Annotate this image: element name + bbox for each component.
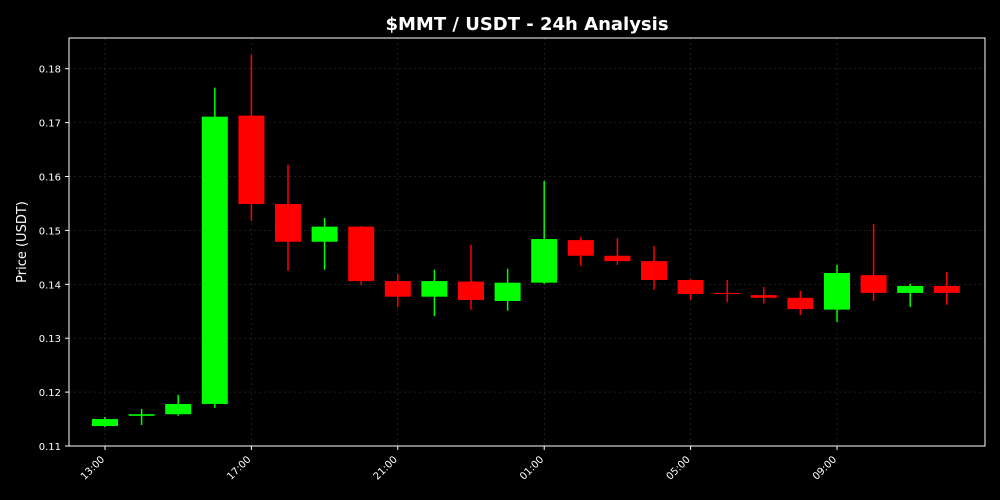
y-tick-label: 0.14 <box>39 280 61 291</box>
y-tick-label: 0.11 <box>39 442 61 453</box>
candle-body <box>311 226 338 242</box>
x-tick-label: 01:00 <box>518 454 546 482</box>
candle-body <box>128 414 155 416</box>
candle-body <box>787 297 814 310</box>
candle-body <box>933 285 960 293</box>
candle-body <box>165 403 192 415</box>
candle-body <box>897 285 924 293</box>
candle-body <box>275 204 301 242</box>
candle-body <box>421 281 448 297</box>
candle-body <box>201 116 228 404</box>
candle-body <box>494 282 521 302</box>
y-tick-label: 0.13 <box>39 334 61 345</box>
candle-body <box>860 275 887 293</box>
candle-body <box>348 226 375 282</box>
candle-body <box>641 261 667 280</box>
candle-body <box>92 419 118 427</box>
y-tick-label: 0.12 <box>39 388 61 399</box>
candle-body <box>677 279 704 295</box>
candle-body <box>531 239 558 283</box>
y-tick-label: 0.17 <box>39 119 61 130</box>
candle-body <box>238 115 265 205</box>
plot-frame <box>68 37 986 447</box>
y-tick-label: 0.15 <box>39 226 61 237</box>
candle-body <box>604 255 631 262</box>
x-tick-label: 21:00 <box>372 454 400 482</box>
y-tick-label: 0.18 <box>39 65 61 76</box>
candle-body <box>714 292 741 295</box>
candle-body <box>750 295 777 298</box>
x-tick-label: 05:00 <box>665 454 693 482</box>
candle-body <box>567 240 594 256</box>
candle-body <box>384 281 411 297</box>
y-axis-label: Price (USDT) <box>15 201 30 283</box>
y-tick-label: 0.16 <box>39 173 61 184</box>
candle-body <box>458 281 484 300</box>
chart-title: $MMT / USDT - 24h Analysis <box>385 14 668 35</box>
x-tick-label: 17:00 <box>225 454 253 482</box>
x-tick-label: 09:00 <box>811 454 839 482</box>
x-tick-label: 13:00 <box>79 454 107 482</box>
candle-body <box>824 272 850 310</box>
